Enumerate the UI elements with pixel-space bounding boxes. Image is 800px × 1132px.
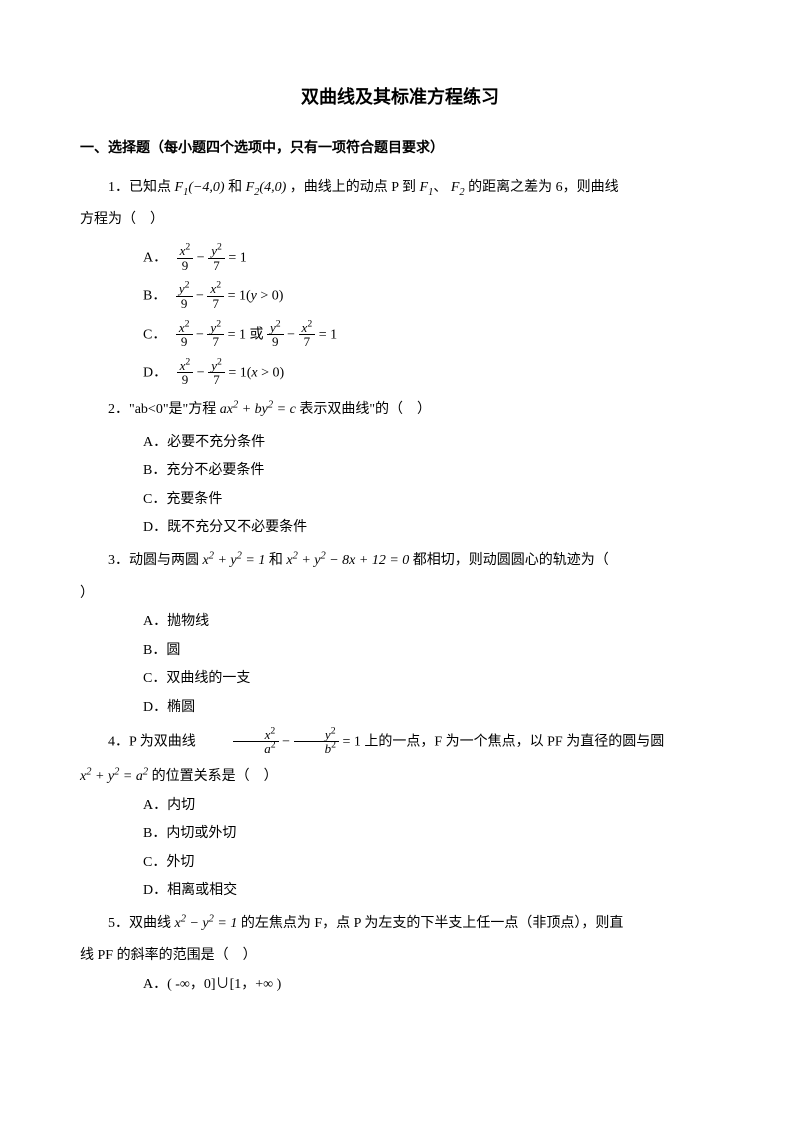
q1-f2b: F2	[451, 180, 465, 195]
q1-sep: 、	[433, 180, 447, 195]
section-heading: 一、选择题（每小题四个选项中，只有一项符合题目要求）	[80, 136, 720, 163]
q4-stem: 4．P 为双曲线 x2a2 − y2b2 = 1 上的一点，F 为一个焦点，以 …	[80, 728, 720, 756]
q2-option-d: D．既不充分又不必要条件	[143, 515, 720, 542]
q1-option-d: D． x29 − y27 = 1(x > 0)	[143, 359, 720, 387]
q1-mid2: ，曲线上的动点 P 到	[290, 180, 416, 195]
q2-option-a: A．必要不充分条件	[143, 430, 720, 457]
q2-stem: 2．"ab<0"是"方程 ax2 + by2 = c 表示双曲线"的（ ）	[80, 397, 720, 424]
q5-option-a: A．( -∞，0]∪[1，+∞ )	[143, 972, 720, 999]
q3-text-b: 都相切，则动圆圆心的轨迹为（	[413, 553, 609, 568]
q2-eq: ax2 + by2 = c	[220, 402, 296, 417]
q3-mid: 和	[269, 553, 283, 568]
q5-text-a: 5．双曲线	[108, 916, 171, 931]
q3-text-a: 3．动圆与两圆	[108, 553, 199, 568]
q3-option-c: C．双曲线的一支	[143, 666, 720, 693]
q1-f1b: F1	[420, 180, 434, 195]
q1-option-b: B． y29 − x27 = 1(y > 0)	[143, 282, 720, 310]
q1-a-label: A．	[143, 250, 167, 265]
q4-option-a: A．内切	[143, 793, 720, 820]
q4-option-d: D．相离或相交	[143, 878, 720, 905]
q4-stem-line2: x2 + y2 = a2 的位置关系是（ ）	[80, 764, 720, 791]
q3-close: ）	[80, 581, 720, 608]
q1-mid3: 的距离之差为 6，则曲线	[468, 180, 619, 195]
q1-c-tail: = 1	[319, 327, 337, 342]
q1-f2: F2(4,0)	[246, 180, 287, 195]
q2-option-c: C．充要条件	[143, 487, 720, 514]
q4-option-b: B．内切或外切	[143, 821, 720, 848]
q4-option-c: C．外切	[143, 850, 720, 877]
q1-f1: F1(−4,0)	[175, 180, 225, 195]
q3-eq1: x2 + y2 = 1	[203, 553, 266, 568]
q3-option-a: A．抛物线	[143, 609, 720, 636]
q1-b-tail: = 1(y > 0)	[228, 289, 284, 304]
q1-option-c: C． x29 − y27 = 1 或 y29 − x27 = 1	[143, 321, 720, 349]
q1-text: 1．已知点	[108, 180, 171, 195]
q1-d-tail: = 1(x > 0)	[228, 365, 284, 380]
q1-option-a: A． x29 − y27 = 1	[143, 244, 720, 272]
q5-eq: x2 − y2 = 1	[175, 916, 238, 931]
q2-option-b: B．充分不必要条件	[143, 458, 720, 485]
q4-eq2: x2 + y2 = a2	[80, 769, 148, 784]
q1-b-label: B．	[143, 289, 166, 304]
q5-stem-line2: 线 PF 的斜率的范围是（ ）	[80, 943, 720, 970]
q1-c-mid: = 1 或	[228, 327, 267, 342]
q3-option-d: D．椭圆	[143, 695, 720, 722]
q4-text-b: = 1 上的一点，F 为一个焦点，以 PF 为直径的圆与圆	[342, 734, 664, 749]
q1-stem-line2: 方程为（ ）	[80, 207, 720, 234]
q4-text-a: 4．P 为双曲线	[108, 734, 196, 749]
q3-eq2: x2 + y2 − 8x + 12 = 0	[286, 553, 409, 568]
page-title: 双曲线及其标准方程练习	[80, 80, 720, 114]
q3-option-b: B．圆	[143, 638, 720, 665]
q3-stem: 3．动圆与两圆 x2 + y2 = 1 和 x2 + y2 − 8x + 12 …	[80, 548, 720, 575]
q1-mid1: 和	[228, 180, 242, 195]
q2-text-a: 2．"ab<0"是"方程	[108, 402, 216, 417]
q1-a-tail: = 1	[228, 250, 246, 265]
q1-c-label: C．	[143, 327, 166, 342]
q4-line2b: 的位置关系是（ ）	[152, 769, 278, 784]
q5-stem: 5．双曲线 x2 − y2 = 1 的左焦点为 F，点 P 为左支的下半支上任一…	[80, 911, 720, 938]
q1-d-label: D．	[143, 365, 167, 380]
q1-stem: 1．已知点 F1(−4,0) 和 F2(4,0) ，曲线上的动点 P 到 F1、…	[80, 175, 720, 202]
q2-text-b: 表示双曲线"的（ ）	[299, 402, 431, 417]
q5-text-b: 的左焦点为 F，点 P 为左支的下半支上任一点（非顶点），则直	[241, 916, 624, 931]
